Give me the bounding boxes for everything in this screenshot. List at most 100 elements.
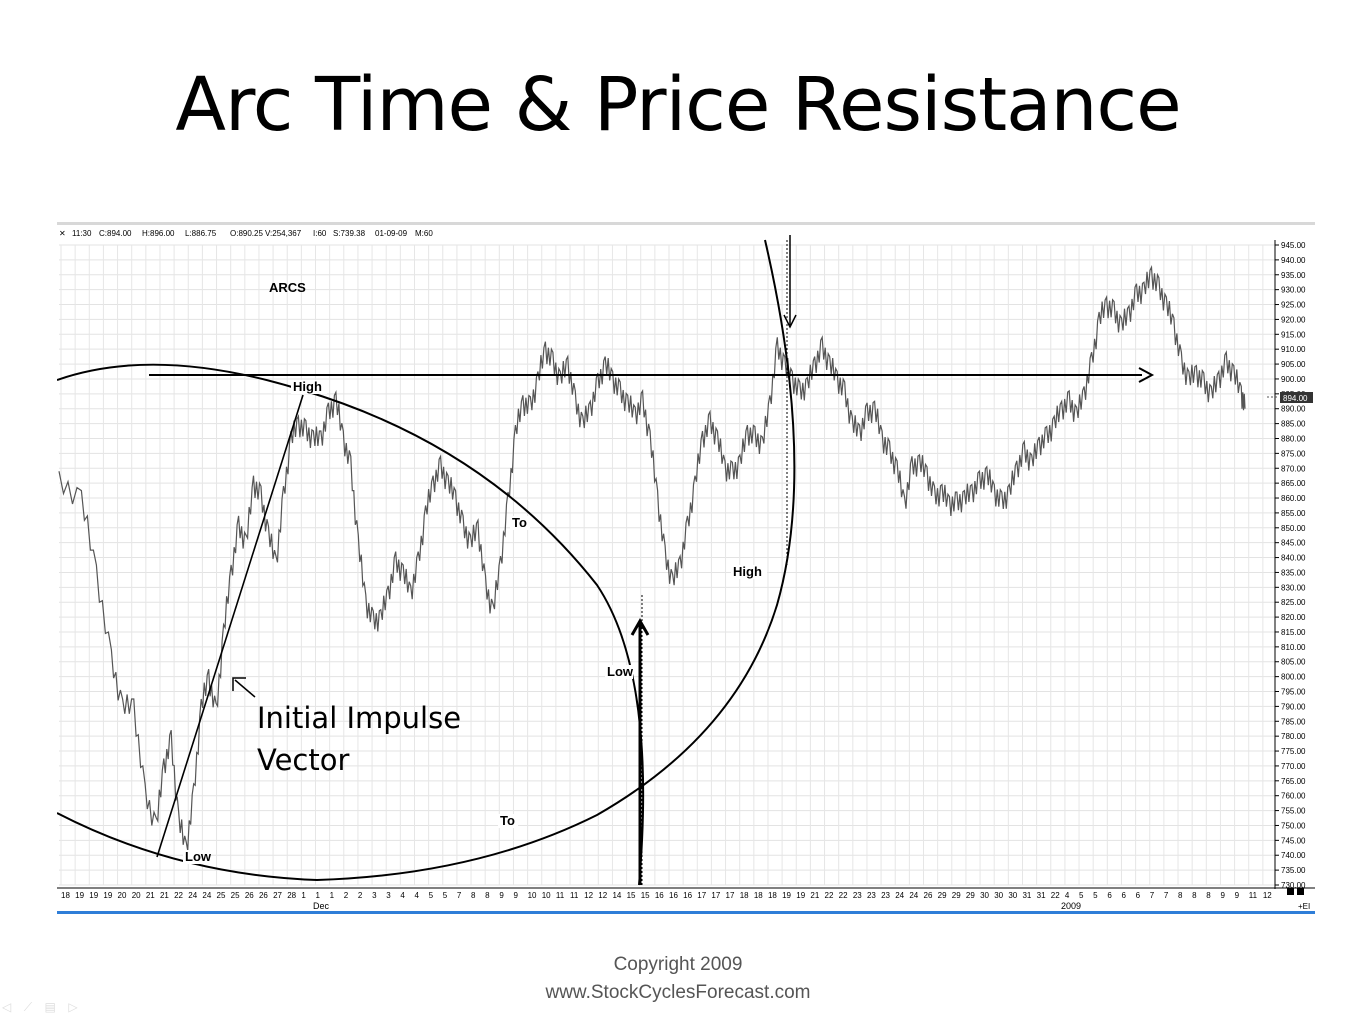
x-tick-label: 20 xyxy=(132,891,141,900)
y-tick-label: 820.00 xyxy=(1281,613,1306,622)
x-tick-label: 16 xyxy=(655,891,664,900)
x-tick-label: 12 xyxy=(584,891,593,900)
y-tick-label: 755.00 xyxy=(1281,807,1306,816)
x-tick-label: 8 xyxy=(1206,891,1211,900)
x-tick-label: 22 xyxy=(174,891,183,900)
x-tick-label: 31 xyxy=(1022,891,1031,900)
y-tick-label: 935.00 xyxy=(1281,271,1306,280)
y-tick-label: 815.00 xyxy=(1281,628,1306,637)
header-volume: V:254,367 xyxy=(265,229,302,238)
y-tick-label: 830.00 xyxy=(1281,583,1306,592)
price-series xyxy=(58,265,1246,851)
header-interval: I:60 xyxy=(313,229,327,238)
corner-label: +EI xyxy=(1298,902,1310,911)
header-high: H:896.00 xyxy=(142,229,175,238)
y-tick-label: 885.00 xyxy=(1281,420,1306,429)
x-tick-label: 21 xyxy=(810,891,819,900)
x-tick-label: 1 xyxy=(330,891,335,900)
nav-prev-icon[interactable]: ◁ xyxy=(2,1000,12,1014)
header-close-icon[interactable]: ✕ xyxy=(59,229,66,238)
top-down-arrowhead xyxy=(783,314,797,329)
x-tick-label: 8 xyxy=(1192,891,1197,900)
x-tick-label: 24 xyxy=(909,891,918,900)
x-tick-label: 30 xyxy=(994,891,1003,900)
footer-copyright: Copyright 2009 xyxy=(613,954,743,975)
x-tick-label: 22 xyxy=(1051,891,1060,900)
upper-arc xyxy=(57,363,645,886)
x-tick-label: 1 xyxy=(301,891,306,900)
x-tick-label: 12 xyxy=(1263,891,1272,900)
chart-grid xyxy=(59,244,1275,886)
x-tick-label: 26 xyxy=(259,891,268,900)
label-high-2: High xyxy=(733,564,762,579)
x-tick-label: 7 xyxy=(1150,891,1155,900)
x-tick-label: 19 xyxy=(796,891,805,900)
y-tick-label: 825.00 xyxy=(1281,598,1306,607)
x-tick-label: 18 xyxy=(754,891,763,900)
x-tick-label: 8 xyxy=(471,891,476,900)
y-tick-label: 930.00 xyxy=(1281,286,1306,295)
scroll-box-icon xyxy=(1287,888,1294,895)
nav-pen-icon[interactable]: ⟋ xyxy=(23,1000,33,1014)
nav-next-icon[interactable]: ▷ xyxy=(68,1000,78,1014)
x-tick-label: 28 xyxy=(287,891,296,900)
x-tick-label: 15 xyxy=(641,891,650,900)
x-tick-label: 10 xyxy=(528,891,537,900)
y-tick-label: 780.00 xyxy=(1281,732,1306,741)
label-bg xyxy=(498,814,518,828)
y-tick-label: 940.00 xyxy=(1281,256,1306,265)
x-tick-label: 14 xyxy=(612,891,621,900)
x-tick-label: 19 xyxy=(103,891,112,900)
x-tick-label: 5 xyxy=(429,891,434,900)
axes: 730.00 735.00 740.00 745.00 750.00 755.00 760.… xyxy=(57,240,1315,900)
y-tick-label: 900.00 xyxy=(1281,375,1306,384)
pointer-arrowhead xyxy=(232,677,246,691)
x-tick-label: 11 xyxy=(1249,891,1258,900)
x-tick-label: 24 xyxy=(188,891,197,900)
x-tick-label: 17 xyxy=(726,891,735,900)
x-tick-label: 29 xyxy=(938,891,947,900)
y-tick-label: 905.00 xyxy=(1281,360,1306,369)
label-low-2: Low xyxy=(185,849,212,864)
y-tick-label: 750.00 xyxy=(1281,821,1306,830)
header-date: 01-09-09 xyxy=(375,229,408,238)
x-tick-label: 10 xyxy=(542,891,551,900)
y-tick-label: 760.00 xyxy=(1281,792,1306,801)
x-tick-label: 16 xyxy=(683,891,692,900)
x-tick-label: 21 xyxy=(146,891,155,900)
x-tick-label: 5 xyxy=(1079,891,1084,900)
x-tick-label: 31 xyxy=(1037,891,1046,900)
slide-nav-controls: ◁ ⟋ ▤ ▷ xyxy=(2,998,86,1014)
label-to-2: To xyxy=(500,813,515,828)
x-tick-label: 4 xyxy=(414,891,419,900)
y-tick-label: 875.00 xyxy=(1281,449,1306,458)
y-tick-label: 835.00 xyxy=(1281,568,1306,577)
x-tick-label: 9 xyxy=(1235,891,1240,900)
x-tick-label: 3 xyxy=(386,891,391,900)
y-tick-label: 925.00 xyxy=(1281,301,1306,310)
x-tick-label: 7 xyxy=(457,891,462,900)
y-tick-label: 915.00 xyxy=(1281,330,1306,339)
x-tick-label: 18 xyxy=(61,891,70,900)
y-tick-label: 805.00 xyxy=(1281,658,1306,667)
x-tick-label: 7 xyxy=(1164,891,1169,900)
y-tick-label: 840.00 xyxy=(1281,554,1306,563)
annotations-layer: High To To Low High Low xyxy=(57,235,1155,886)
y-tick-label: 740.00 xyxy=(1281,851,1306,860)
last-price-tag xyxy=(1280,392,1313,403)
x-tick-label: 23 xyxy=(867,891,876,900)
y-tick-label: 880.00 xyxy=(1281,434,1306,443)
x-tick-label: 6 xyxy=(1107,891,1112,900)
x-tick-label: 16 xyxy=(669,891,678,900)
x-tick-label: 22 xyxy=(825,891,834,900)
x-tick-label: 17 xyxy=(711,891,720,900)
nav-menu-icon[interactable]: ▤ xyxy=(44,1000,56,1014)
label-bg xyxy=(183,850,211,864)
footer-website[interactable]: www.StockCyclesForecast.com xyxy=(545,982,811,1003)
resistance-arrowhead xyxy=(1138,367,1155,383)
header-s-value: S:739.38 xyxy=(333,229,366,238)
x-tick-label: 19 xyxy=(89,891,98,900)
x-group-label-2009: 2009 xyxy=(1061,901,1081,911)
x-tick-label: 25 xyxy=(231,891,240,900)
label-bg xyxy=(731,565,767,579)
